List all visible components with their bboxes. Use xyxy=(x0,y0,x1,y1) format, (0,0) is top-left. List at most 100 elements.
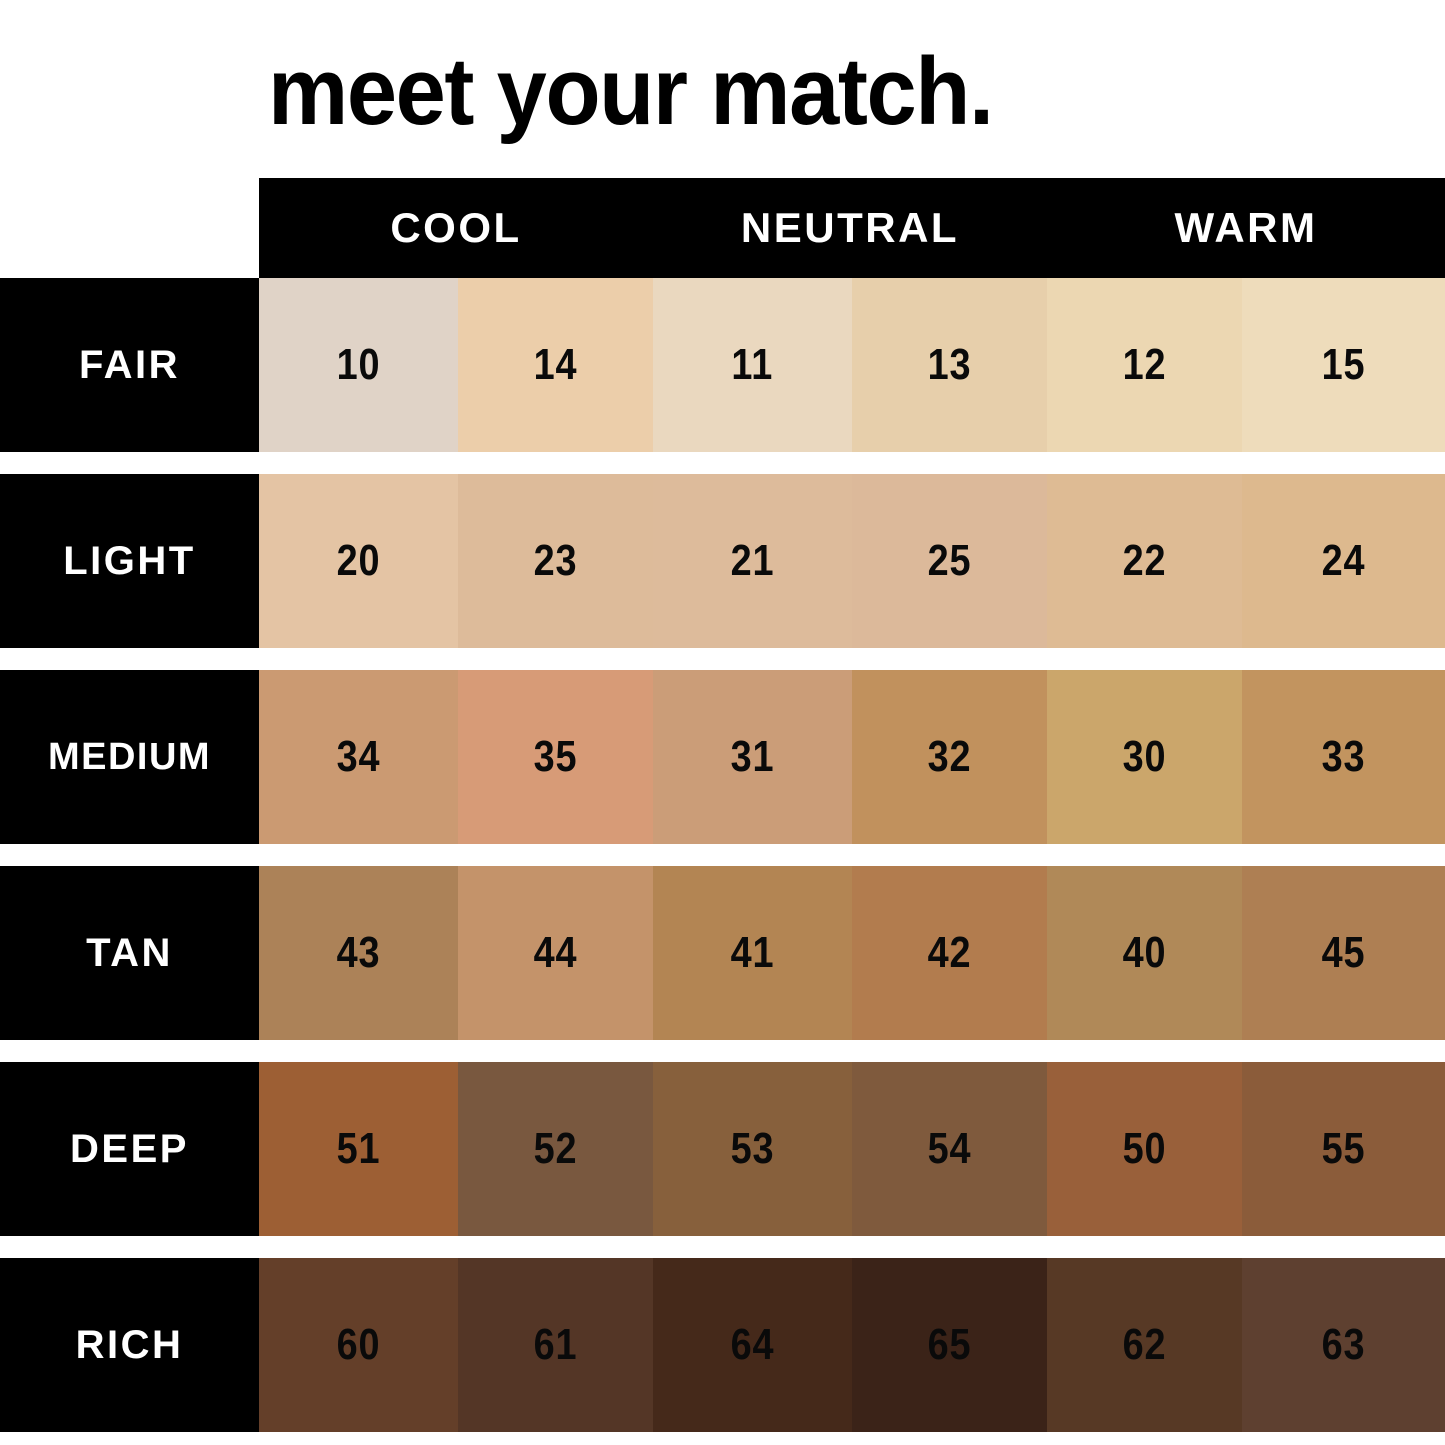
shade-swatch-44[interactable]: 44 xyxy=(458,866,653,1040)
shade-swatch-35[interactable]: 35 xyxy=(458,670,653,844)
shade-swatch-32[interactable]: 32 xyxy=(852,670,1047,844)
shade-code: 60 xyxy=(336,1320,381,1369)
shade-swatch-43[interactable]: 43 xyxy=(259,866,458,1040)
shade-swatch-30[interactable]: 30 xyxy=(1047,670,1242,844)
shade-row: RICH 60 61 64 65 62 63 xyxy=(0,1258,1445,1432)
depth-label-text: RICH xyxy=(75,1323,184,1367)
shade-swatch-63[interactable]: 63 xyxy=(1242,1258,1445,1432)
shade-code: 41 xyxy=(730,928,775,977)
shade-swatch-50[interactable]: 50 xyxy=(1047,1062,1242,1236)
shade-row: LIGHT 20 23 21 25 22 24 xyxy=(0,474,1445,648)
shade-swatch-15[interactable]: 15 xyxy=(1242,278,1445,452)
shade-code: 35 xyxy=(533,732,578,781)
depth-label-rich[interactable]: RICH xyxy=(0,1258,259,1432)
shade-swatch-11[interactable]: 11 xyxy=(653,278,852,452)
shade-swatch-25[interactable]: 25 xyxy=(852,474,1047,648)
shade-code: 12 xyxy=(1122,340,1167,389)
shade-swatch-31[interactable]: 31 xyxy=(653,670,852,844)
shade-code: 30 xyxy=(1122,732,1167,781)
shade-code: 44 xyxy=(533,928,578,977)
swatch-group: 20 23 21 25 22 24 xyxy=(259,474,1445,648)
shade-swatch-52[interactable]: 52 xyxy=(458,1062,653,1236)
shade-swatch-21[interactable]: 21 xyxy=(653,474,852,648)
shade-swatch-34[interactable]: 34 xyxy=(259,670,458,844)
shade-swatch-62[interactable]: 62 xyxy=(1047,1258,1242,1432)
depth-label-tan[interactable]: TAN xyxy=(0,866,259,1040)
shade-code: 54 xyxy=(927,1124,972,1173)
shade-code: 42 xyxy=(927,928,972,977)
shade-swatch-60[interactable]: 60 xyxy=(259,1258,458,1432)
shade-code: 61 xyxy=(533,1320,578,1369)
title-area: meet your match. xyxy=(0,0,1445,178)
shade-swatch-55[interactable]: 55 xyxy=(1242,1062,1445,1236)
shade-code: 31 xyxy=(730,732,775,781)
shade-row: DEEP 51 52 53 54 50 55 xyxy=(0,1062,1445,1236)
shade-code: 11 xyxy=(731,340,774,389)
shade-code: 45 xyxy=(1321,928,1366,977)
shade-code: 52 xyxy=(533,1124,578,1173)
tone-header-cool[interactable]: COOL xyxy=(259,178,653,278)
shade-row: FAIR 10 14 11 13 12 15 xyxy=(0,278,1445,452)
shade-code: 50 xyxy=(1122,1124,1167,1173)
shade-swatch-14[interactable]: 14 xyxy=(458,278,653,452)
tone-header-warm[interactable]: WARM xyxy=(1047,178,1445,278)
swatch-group: 60 61 64 65 62 63 xyxy=(259,1258,1445,1432)
shade-code: 21 xyxy=(730,536,775,585)
depth-label-medium[interactable]: MEDIUM xyxy=(0,670,259,844)
shade-swatch-20[interactable]: 20 xyxy=(259,474,458,648)
shade-code: 20 xyxy=(336,536,381,585)
swatch-group: 51 52 53 54 50 55 xyxy=(259,1062,1445,1236)
shade-swatch-53[interactable]: 53 xyxy=(653,1062,852,1236)
shade-swatch-10[interactable]: 10 xyxy=(259,278,458,452)
shade-swatch-23[interactable]: 23 xyxy=(458,474,653,648)
shade-grid: FAIR 10 14 11 13 12 15 LIGHT 20 23 21 25 22 24 MEDIUM 3… xyxy=(0,278,1445,1432)
shade-swatch-65[interactable]: 65 xyxy=(852,1258,1047,1432)
shade-swatch-33[interactable]: 33 xyxy=(1242,670,1445,844)
swatch-group: 34 35 31 32 30 33 xyxy=(259,670,1445,844)
page-title: meet your match. xyxy=(268,38,994,145)
shade-code: 65 xyxy=(927,1320,972,1369)
shade-swatch-64[interactable]: 64 xyxy=(653,1258,852,1432)
tone-header-band: COOL NEUTRAL WARM xyxy=(259,178,1445,278)
depth-label-text: LIGHT xyxy=(63,539,196,583)
shade-swatch-13[interactable]: 13 xyxy=(852,278,1047,452)
shade-swatch-12[interactable]: 12 xyxy=(1047,278,1242,452)
shade-swatch-22[interactable]: 22 xyxy=(1047,474,1242,648)
depth-label-deep[interactable]: DEEP xyxy=(0,1062,259,1236)
shade-code: 51 xyxy=(336,1124,381,1173)
shade-code: 22 xyxy=(1122,536,1167,585)
shade-code: 14 xyxy=(533,340,578,389)
shade-row: MEDIUM 34 35 31 32 30 33 xyxy=(0,670,1445,844)
swatch-group: 43 44 41 42 40 45 xyxy=(259,866,1445,1040)
tone-header-label: NEUTRAL xyxy=(740,204,960,251)
shade-code: 25 xyxy=(927,536,972,585)
shade-swatch-41[interactable]: 41 xyxy=(653,866,852,1040)
shade-code: 55 xyxy=(1321,1124,1366,1173)
shade-swatch-45[interactable]: 45 xyxy=(1242,866,1445,1040)
tone-header-label: WARM xyxy=(1174,204,1318,251)
shade-row: TAN 43 44 41 42 40 45 xyxy=(0,866,1445,1040)
shade-code: 15 xyxy=(1321,340,1366,389)
shade-swatch-54[interactable]: 54 xyxy=(852,1062,1047,1236)
shade-code: 64 xyxy=(730,1320,775,1369)
depth-label-text: FAIR xyxy=(78,343,181,387)
shade-code: 24 xyxy=(1321,536,1366,585)
shade-code: 53 xyxy=(730,1124,775,1173)
shade-swatch-40[interactable]: 40 xyxy=(1047,866,1242,1040)
shade-code: 40 xyxy=(1122,928,1167,977)
tone-header-neutral[interactable]: NEUTRAL xyxy=(653,178,1047,278)
depth-label-light[interactable]: LIGHT xyxy=(0,474,259,648)
shade-swatch-51[interactable]: 51 xyxy=(259,1062,458,1236)
shade-swatch-42[interactable]: 42 xyxy=(852,866,1047,1040)
shade-code: 34 xyxy=(336,732,381,781)
shade-swatch-61[interactable]: 61 xyxy=(458,1258,653,1432)
depth-label-text: TAN xyxy=(86,931,173,975)
shade-swatch-24[interactable]: 24 xyxy=(1242,474,1445,648)
shade-code: 63 xyxy=(1321,1320,1366,1369)
shade-code: 43 xyxy=(336,928,381,977)
depth-label-fair[interactable]: FAIR xyxy=(0,278,259,452)
depth-label-text: DEEP xyxy=(70,1127,189,1171)
shade-code: 10 xyxy=(336,340,381,389)
shade-code: 62 xyxy=(1122,1320,1167,1369)
